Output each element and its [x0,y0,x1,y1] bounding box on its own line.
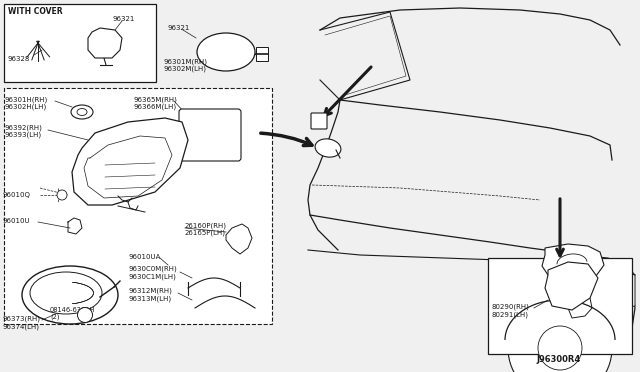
Polygon shape [88,28,122,58]
Ellipse shape [71,105,93,119]
Polygon shape [542,244,604,282]
Ellipse shape [22,266,118,324]
Text: WITH COVER: WITH COVER [8,7,63,16]
Bar [488,258,632,354]
Circle shape [77,308,93,323]
Polygon shape [545,262,598,310]
Text: 96010UA: 96010UA [128,254,161,260]
Ellipse shape [77,109,87,115]
Bar [4,88,272,324]
Circle shape [538,326,582,370]
Polygon shape [568,294,592,318]
Circle shape [57,190,67,200]
Text: 96010Q: 96010Q [2,192,30,198]
Polygon shape [226,224,252,254]
Text: 96321: 96321 [167,25,189,31]
Polygon shape [590,256,635,310]
Text: 96328: 96328 [7,56,29,62]
Text: 08146-6302H
(2): 08146-6302H (2) [50,307,95,321]
FancyBboxPatch shape [179,109,241,161]
Ellipse shape [197,33,255,71]
Text: 96010U: 96010U [2,218,29,224]
Text: 80290(RH)
80291(LH): 80290(RH) 80291(LH) [492,304,530,318]
Text: 96373(RH)
96374(LH): 96373(RH) 96374(LH) [2,316,40,330]
Polygon shape [72,118,188,205]
Bar [256,47,268,61]
Text: 96365M(RH)
96366M(LH): 96365M(RH) 96366M(LH) [133,96,177,110]
Text: J96300R4: J96300R4 [536,355,580,364]
Bar [4,4,156,82]
Text: 9630C0M(RH)
9630C1M(LH): 9630C0M(RH) 9630C1M(LH) [128,266,177,280]
Text: 26160P(RH)
26165P(LH): 26160P(RH) 26165P(LH) [185,222,227,236]
Text: 96312M(RH)
96313M(LH): 96312M(RH) 96313M(LH) [128,288,172,302]
FancyBboxPatch shape [311,113,327,129]
Text: 96321: 96321 [112,16,134,22]
Ellipse shape [315,139,341,157]
Text: 96392(RH)
96393(LH): 96392(RH) 96393(LH) [4,124,42,138]
Circle shape [508,296,612,372]
Text: 96301M(RH)
96302M(LH): 96301M(RH) 96302M(LH) [163,58,207,72]
Text: B: B [82,317,86,321]
Text: 96301H(RH)
96302H(LH): 96301H(RH) 96302H(LH) [4,96,47,110]
Ellipse shape [30,272,102,314]
